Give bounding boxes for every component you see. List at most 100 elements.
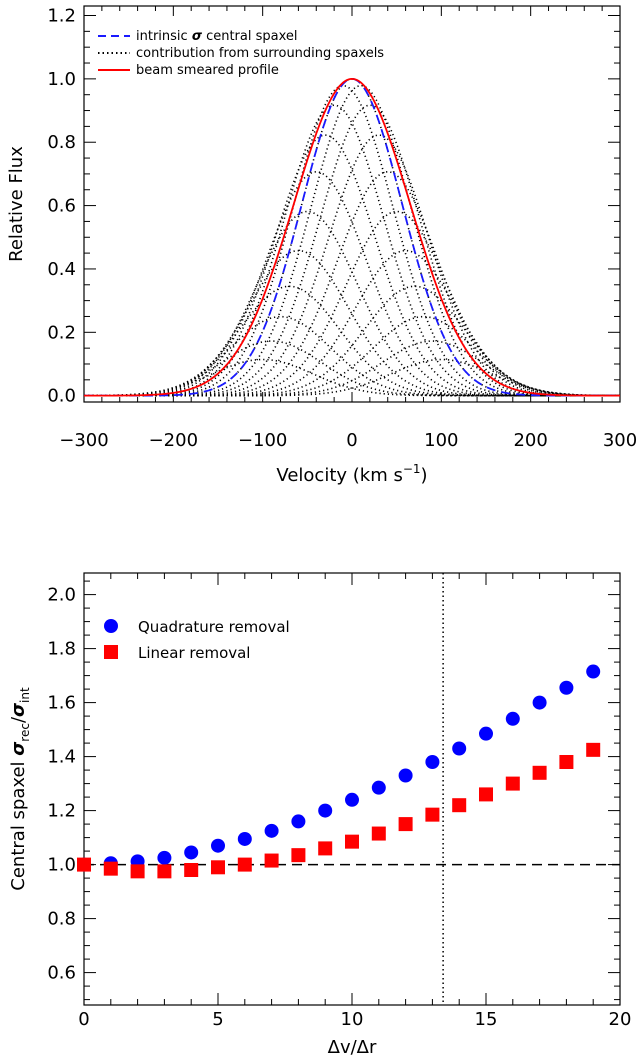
bottom-y-axis-title: Central spaxel σrec/σint	[8, 687, 32, 891]
top-x-axis-title: Velocity (km s−1)	[276, 462, 427, 486]
quadrature-point	[264, 823, 279, 838]
bottom-y-tick-label: 1.0	[47, 855, 76, 876]
quadrature-point	[425, 755, 440, 769]
bottom-y-tick-label: 1.8	[47, 639, 76, 660]
top-curves	[83, 77, 621, 397]
contribution-curve	[84, 285, 620, 397]
quadrature-point	[291, 814, 306, 829]
contribution-curve	[84, 358, 621, 397]
quadrature-point	[586, 664, 601, 679]
beam-smeared-curve	[84, 77, 620, 397]
top-x-tick-label: 300	[603, 430, 637, 451]
bottom-y-tick-label: 2.0	[47, 585, 76, 606]
quadrature-point	[452, 741, 467, 756]
bottom-tick-labels: 0 5 10 15 20 0.6 0.8 1.0 1.2 1.4 1.6 1.8 2.0	[47, 585, 631, 1030]
legend-marker-linear	[104, 645, 118, 659]
contribution-curve	[84, 84, 620, 397]
quadrature-point	[559, 680, 574, 695]
contribution-curve	[84, 134, 620, 397]
legend-label-contribution: contribution from surrounding spaxels	[136, 46, 384, 61]
linear-point	[264, 853, 279, 868]
top-y-tick-label: 1.2	[47, 6, 76, 27]
contribution-curve	[84, 104, 620, 397]
contribution-curve	[84, 84, 620, 397]
linear-point	[318, 841, 333, 856]
bottom-plot-frame	[83, 572, 621, 1006]
contribution-curve	[84, 315, 621, 397]
top-x-tick-label: −200	[149, 430, 198, 451]
linear-point	[77, 857, 91, 872]
quadrature-point	[345, 792, 359, 807]
quadrature-point	[318, 803, 333, 818]
linear-point	[184, 863, 199, 877]
top-y-tick-label: 0.8	[47, 132, 76, 153]
bottom-reference-lines	[84, 573, 620, 1005]
quadrature-point	[184, 845, 199, 860]
legend-label-quadrature: Quadrature removal	[138, 618, 290, 636]
quadrature-point	[479, 726, 493, 741]
quadrature-point	[398, 768, 413, 783]
contribution-curve	[84, 104, 620, 397]
bottom-x-axis-title: Δv/Δr	[328, 1037, 377, 1058]
contribution-curve	[83, 340, 620, 397]
bottom-x-tick-label: 0	[78, 1009, 89, 1030]
linear-point	[398, 817, 413, 832]
legend-label-intrinsic: intrinsic σ central spaxel	[136, 29, 298, 44]
quadrature-point	[211, 838, 225, 853]
top-tick-labels: −300 −200 −100 0 100 200 300 0.0 0.2 0.4 0.6 0.8 1.0…	[47, 6, 637, 451]
top-y-axis-title: Relative Flux	[6, 146, 27, 262]
legend-label-linear: Linear removal	[138, 644, 250, 662]
linear-point	[452, 798, 467, 813]
linear-point	[479, 787, 493, 802]
quadrature-point	[505, 711, 520, 726]
top-x-tick-label: −300	[59, 430, 108, 451]
bottom-ticks	[83, 573, 621, 1005]
linear-point	[237, 857, 252, 872]
bottom-x-tick-label: 5	[212, 1009, 223, 1030]
contribution-curve	[84, 78, 620, 397]
linear-point	[345, 834, 359, 849]
contribution-curve	[84, 134, 620, 397]
top-y-tick-label: 0.6	[47, 196, 76, 217]
bottom-y-tick-label: 0.6	[47, 963, 76, 984]
linear-point	[586, 742, 601, 757]
linear-point	[505, 776, 520, 791]
top-y-tick-label: 1.0	[47, 69, 76, 90]
bottom-y-tick-label: 1.4	[47, 747, 76, 768]
linear-point	[103, 861, 118, 876]
contribution-curve	[84, 340, 621, 397]
contribution-curve	[83, 315, 620, 397]
top-x-tick-label: 0	[346, 430, 357, 451]
top-y-tick-label: 0.4	[47, 259, 76, 280]
top-x-tick-label: −100	[238, 430, 287, 451]
top-y-tick-label: 0.2	[47, 322, 76, 343]
sigma-ratio-panel: 0 5 10 15 20 0.6 0.8 1.0 1.2 1.4 1.6 1.8 2.0 Δv/Δr C…	[8, 572, 631, 1058]
contribution-curve	[84, 170, 620, 397]
quadrature-point	[532, 695, 547, 710]
quadrature-point	[371, 780, 386, 795]
linear-point	[425, 807, 440, 822]
linear-point	[211, 860, 225, 875]
bottom-legend: Quadrature removal Linear removal	[104, 618, 290, 662]
bottom-y-tick-label: 1.2	[47, 801, 76, 822]
top-y-tick-label: 0.0	[47, 386, 76, 407]
top-x-tick-label: 200	[513, 430, 547, 451]
bottom-x-tick-label: 20	[609, 1009, 632, 1030]
linear-point	[559, 755, 574, 769]
legend-marker-quadrature	[104, 619, 118, 633]
bottom-y-tick-label: 0.8	[47, 909, 76, 930]
top-ticks	[83, 6, 621, 402]
bottom-y-tick-label: 1.6	[47, 693, 76, 714]
top-legend: intrinsic σ central spaxel contribution …	[98, 29, 384, 78]
intrinsic-sigma-curve	[84, 77, 620, 397]
linear-point	[130, 864, 145, 879]
linear-point	[532, 765, 547, 780]
linear-point	[371, 826, 386, 841]
bottom-x-tick-label: 10	[341, 1009, 364, 1030]
linear-point	[157, 864, 172, 879]
contribution-curve	[84, 285, 620, 397]
linear-point	[291, 848, 306, 863]
bottom-x-tick-label: 15	[475, 1009, 498, 1030]
flux-profile-panel: −300 −200 −100 0 100 200 300 0.0 0.2 0.4 0.6 0.8 1.0…	[6, 5, 637, 486]
